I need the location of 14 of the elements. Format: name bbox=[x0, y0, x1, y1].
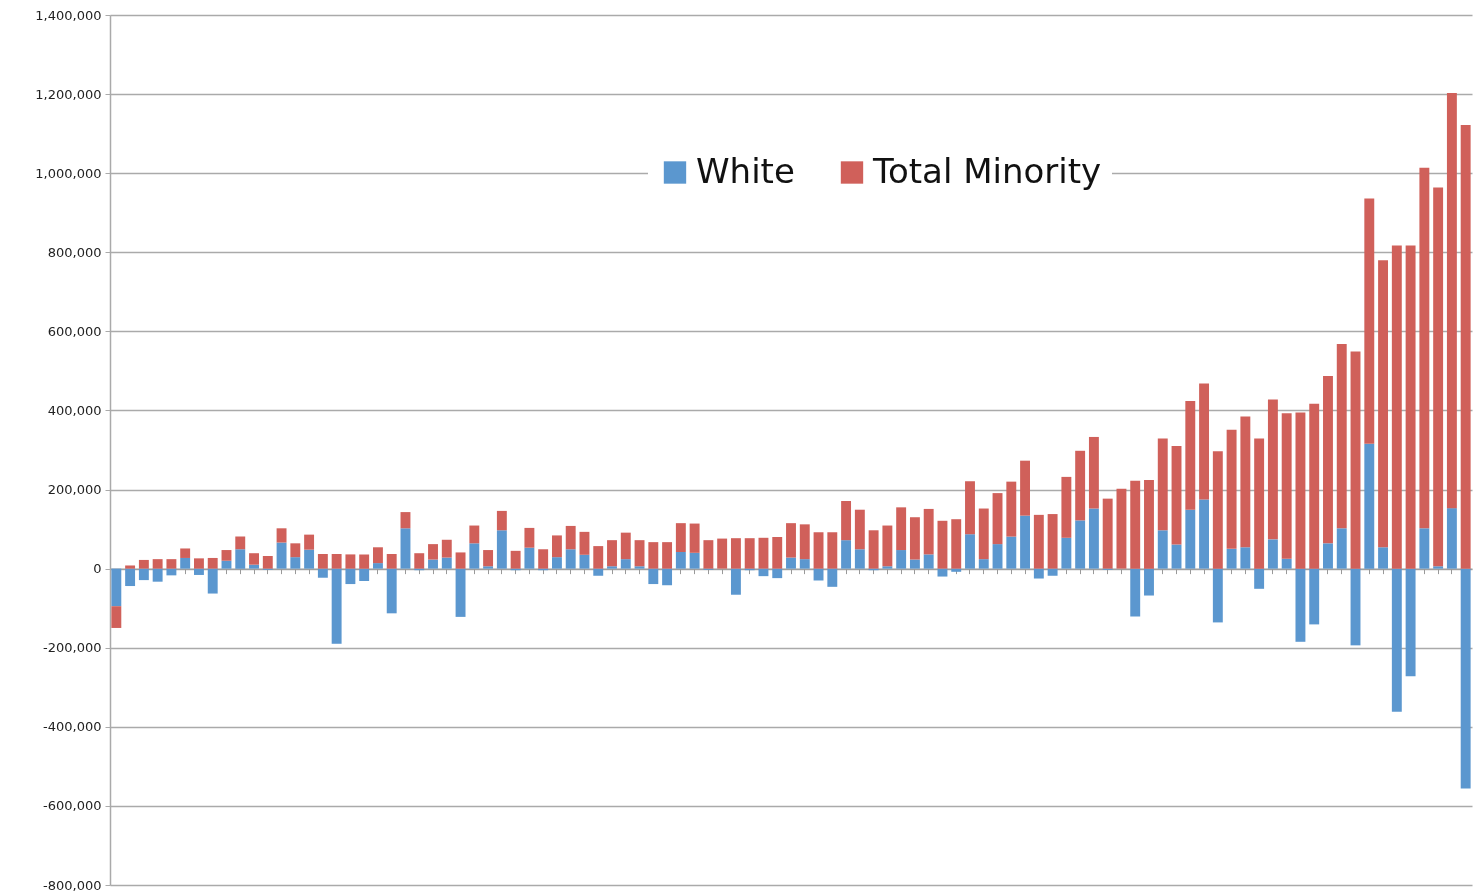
y-tick-label: -400,000 bbox=[43, 719, 102, 735]
y-tick-label: 1,200,000 bbox=[35, 86, 102, 102]
legend-label: Total Minority bbox=[871, 150, 1102, 191]
y-tick-label: 200,000 bbox=[47, 482, 102, 498]
y-tick-label: -600,000 bbox=[43, 798, 102, 814]
y-tick-label: 1,000,000 bbox=[35, 165, 102, 181]
y-tick-label: -200,000 bbox=[43, 640, 102, 656]
y-tick-label: 0 bbox=[93, 561, 102, 577]
y-tick-label: 600,000 bbox=[47, 323, 102, 339]
y-tick-label: 800,000 bbox=[47, 244, 102, 260]
legend-label: White bbox=[695, 150, 795, 191]
y-tick-label: 400,000 bbox=[47, 402, 102, 418]
y-tick-label: -800,000 bbox=[43, 877, 102, 893]
y-tick-label: 1,400,000 bbox=[35, 7, 102, 23]
